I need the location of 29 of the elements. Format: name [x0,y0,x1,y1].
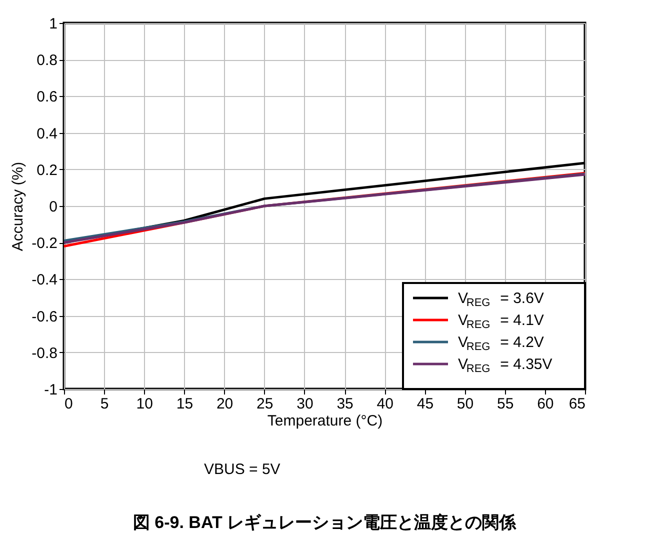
text: VBUS = 5V [204,461,280,478]
x-tick-label: 20 [216,396,234,412]
x-tick-label: 10 [136,396,153,412]
y-tick-label: -0.2 [32,235,58,252]
x-tick-label: 25 [256,396,274,412]
y-tick-label: -0.6 [32,308,58,326]
x-tick-label: 0 [64,396,73,412]
x-tick-label: 40 [376,396,394,412]
y-tick-label: -0.8 [32,344,58,362]
x-tick-label: 45 [416,396,434,412]
y-tick-label: -0.4 [32,272,58,289]
text: 図 6-9. BAT レギュレーション電圧と温度との関係 [132,513,518,532]
y-tick-label: 0.8 [36,52,58,70]
y-tick-label: 0 [49,198,58,216]
y-tick-label: -1 [44,382,58,398]
y-tick-label: 0.4 [36,125,58,142]
y-tick-label: 0.6 [36,88,58,106]
x-tick-label: 35 [336,396,354,412]
y-tick-label: 1 [49,16,58,32]
x-tick-label: 55 [497,396,514,412]
x-tick-label: 65 [568,396,586,412]
x-tick-label: 30 [296,396,314,412]
x-tick-label: 50 [456,396,474,412]
x-tick-label: 5 [100,396,109,412]
x-axis-title: Temperature (°C) [267,412,383,430]
y-axis-title: Accuracy (%) [10,162,27,252]
y-tick-label: 0.2 [36,162,58,179]
x-tick-label: 15 [176,396,194,412]
x-tick-label: 60 [537,396,554,412]
